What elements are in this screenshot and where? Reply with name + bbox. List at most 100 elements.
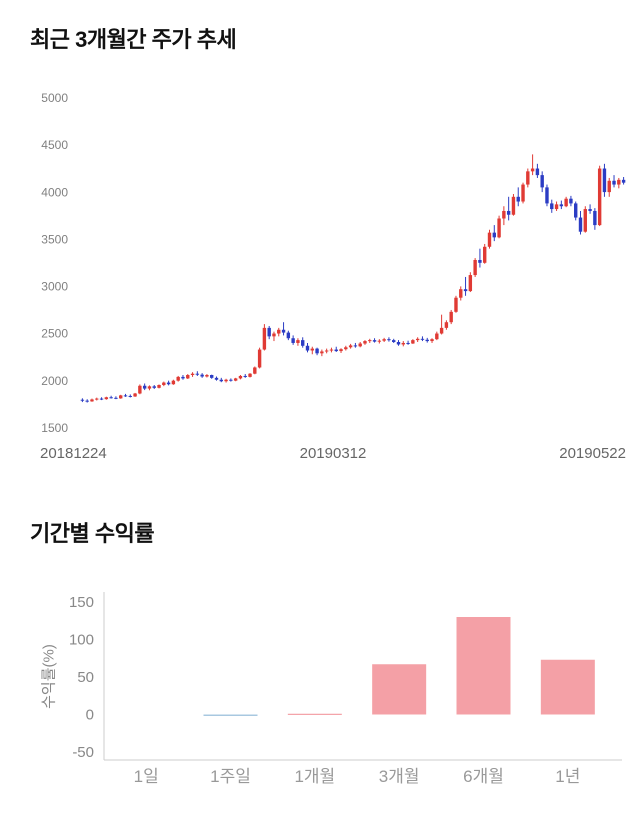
candle-body: [497, 218, 501, 238]
candle-body: [99, 398, 104, 400]
candle-body: [358, 343, 362, 347]
candle-body: [483, 246, 487, 263]
candle-body: [267, 327, 271, 337]
candle-body: [492, 232, 496, 238]
candle-body: [617, 179, 621, 185]
returns-y-tick-label: 150: [69, 594, 94, 611]
candle-body: [415, 338, 420, 341]
candle-body: [257, 349, 262, 368]
candle-body: [85, 400, 89, 402]
price-y-tick-label: 4500: [41, 138, 68, 152]
candle-body: [473, 259, 477, 276]
candle-body: [238, 375, 243, 379]
candle-body: [444, 322, 449, 328]
price-x-tick-label: 20181224: [40, 445, 107, 462]
candle-body: [607, 180, 611, 193]
candle-body: [550, 203, 554, 210]
candle-body: [277, 329, 281, 334]
candle-body: [104, 397, 109, 400]
candle-body: [377, 340, 382, 342]
candle-body: [439, 327, 444, 334]
returns-category-label: 1년: [555, 767, 580, 786]
returns-category-label: 1주일: [210, 767, 251, 786]
candle-body: [353, 345, 358, 347]
candle-body: [157, 385, 161, 388]
candle-body: [291, 338, 295, 343]
returns-chart: 150 100 50 0 -50 1일 1주일 1개월 3개월 6개월 1년: [69, 592, 622, 786]
returns-y-tick-label: 100: [69, 632, 94, 649]
candle-body: [315, 348, 319, 354]
candle-body: [430, 339, 434, 342]
candle-body: [368, 340, 372, 342]
candle-body: [449, 311, 453, 323]
candle-body: [109, 397, 113, 399]
candle-body: [305, 345, 310, 351]
candle-body: [425, 339, 429, 342]
returns-bar: [287, 713, 342, 715]
candle-body: [301, 340, 305, 346]
candle-body: [516, 196, 520, 202]
candle-body: [339, 349, 343, 352]
price-chart: 5000 4500 4000 3500 3000 2500 2000 1500 20181224…: [40, 91, 626, 462]
candle-body: [406, 342, 410, 344]
candle-body: [190, 373, 195, 376]
returns-y-tick-label: -50: [72, 744, 94, 761]
candle-body: [411, 340, 415, 344]
candle-body: [363, 341, 367, 344]
candle-body: [138, 385, 142, 394]
candle-body: [142, 385, 147, 389]
price-y-tick-label: 2000: [41, 374, 68, 388]
candle-body: [205, 375, 209, 377]
page: 최근 3개월간 주가 추세 5000 4500 4000 3500 3000 2500 20…: [0, 26, 640, 836]
candle-body: [559, 204, 564, 207]
candle-body: [224, 379, 228, 382]
candle-body: [435, 333, 439, 340]
candle-body: [574, 203, 578, 218]
candle-body: [133, 393, 137, 397]
candle-body: [612, 180, 616, 185]
candle-body: [554, 204, 559, 210]
price-y-tick-label: 4000: [41, 185, 68, 199]
candle-body: [243, 375, 247, 377]
price-y-tick-label: 1500: [41, 421, 68, 435]
candle-body: [334, 349, 338, 352]
returns-bar: [203, 714, 258, 716]
price-x-tick-label: 20190312: [300, 445, 367, 462]
returns-category-label: 1일: [134, 767, 159, 786]
candle-body: [210, 375, 214, 378]
returns-bar: [372, 664, 427, 715]
candle-body: [396, 342, 401, 345]
returns-y-axis-label: 수익률(%): [40, 644, 58, 709]
price-y-tick-label: 2500: [41, 327, 68, 341]
candle-body: [152, 386, 156, 388]
candle-body: [593, 210, 597, 226]
candle-body: [511, 196, 516, 215]
returns-bar: [540, 659, 595, 715]
candle-body: [372, 340, 377, 342]
candle-body: [478, 259, 482, 263]
candle-body: [348, 345, 353, 348]
candle-body: [468, 275, 473, 292]
candle-body: [181, 376, 185, 379]
returns-category-label: 1개월: [294, 767, 335, 786]
candle-body: [114, 397, 118, 399]
candle-body: [248, 373, 252, 377]
candle-body: [530, 168, 535, 172]
candle-body: [545, 187, 549, 204]
candle-body: [176, 376, 180, 381]
candle-body: [463, 289, 468, 292]
candle-body: [195, 373, 200, 375]
candle-body: [296, 340, 300, 343]
candle-body: [95, 398, 99, 400]
candle-body: [454, 297, 458, 312]
candle-body: [597, 168, 602, 226]
candle-body: [502, 210, 506, 219]
returns-category-label: 3개월: [379, 767, 420, 786]
candle-body: [119, 395, 123, 399]
candle-body: [621, 179, 626, 183]
candle-body: [233, 378, 238, 381]
candle-body: [272, 333, 276, 337]
candle-body: [392, 340, 396, 343]
price-chart-title: 최근 3개월간 주가 추세: [30, 27, 237, 52]
candle-body: [147, 386, 152, 389]
